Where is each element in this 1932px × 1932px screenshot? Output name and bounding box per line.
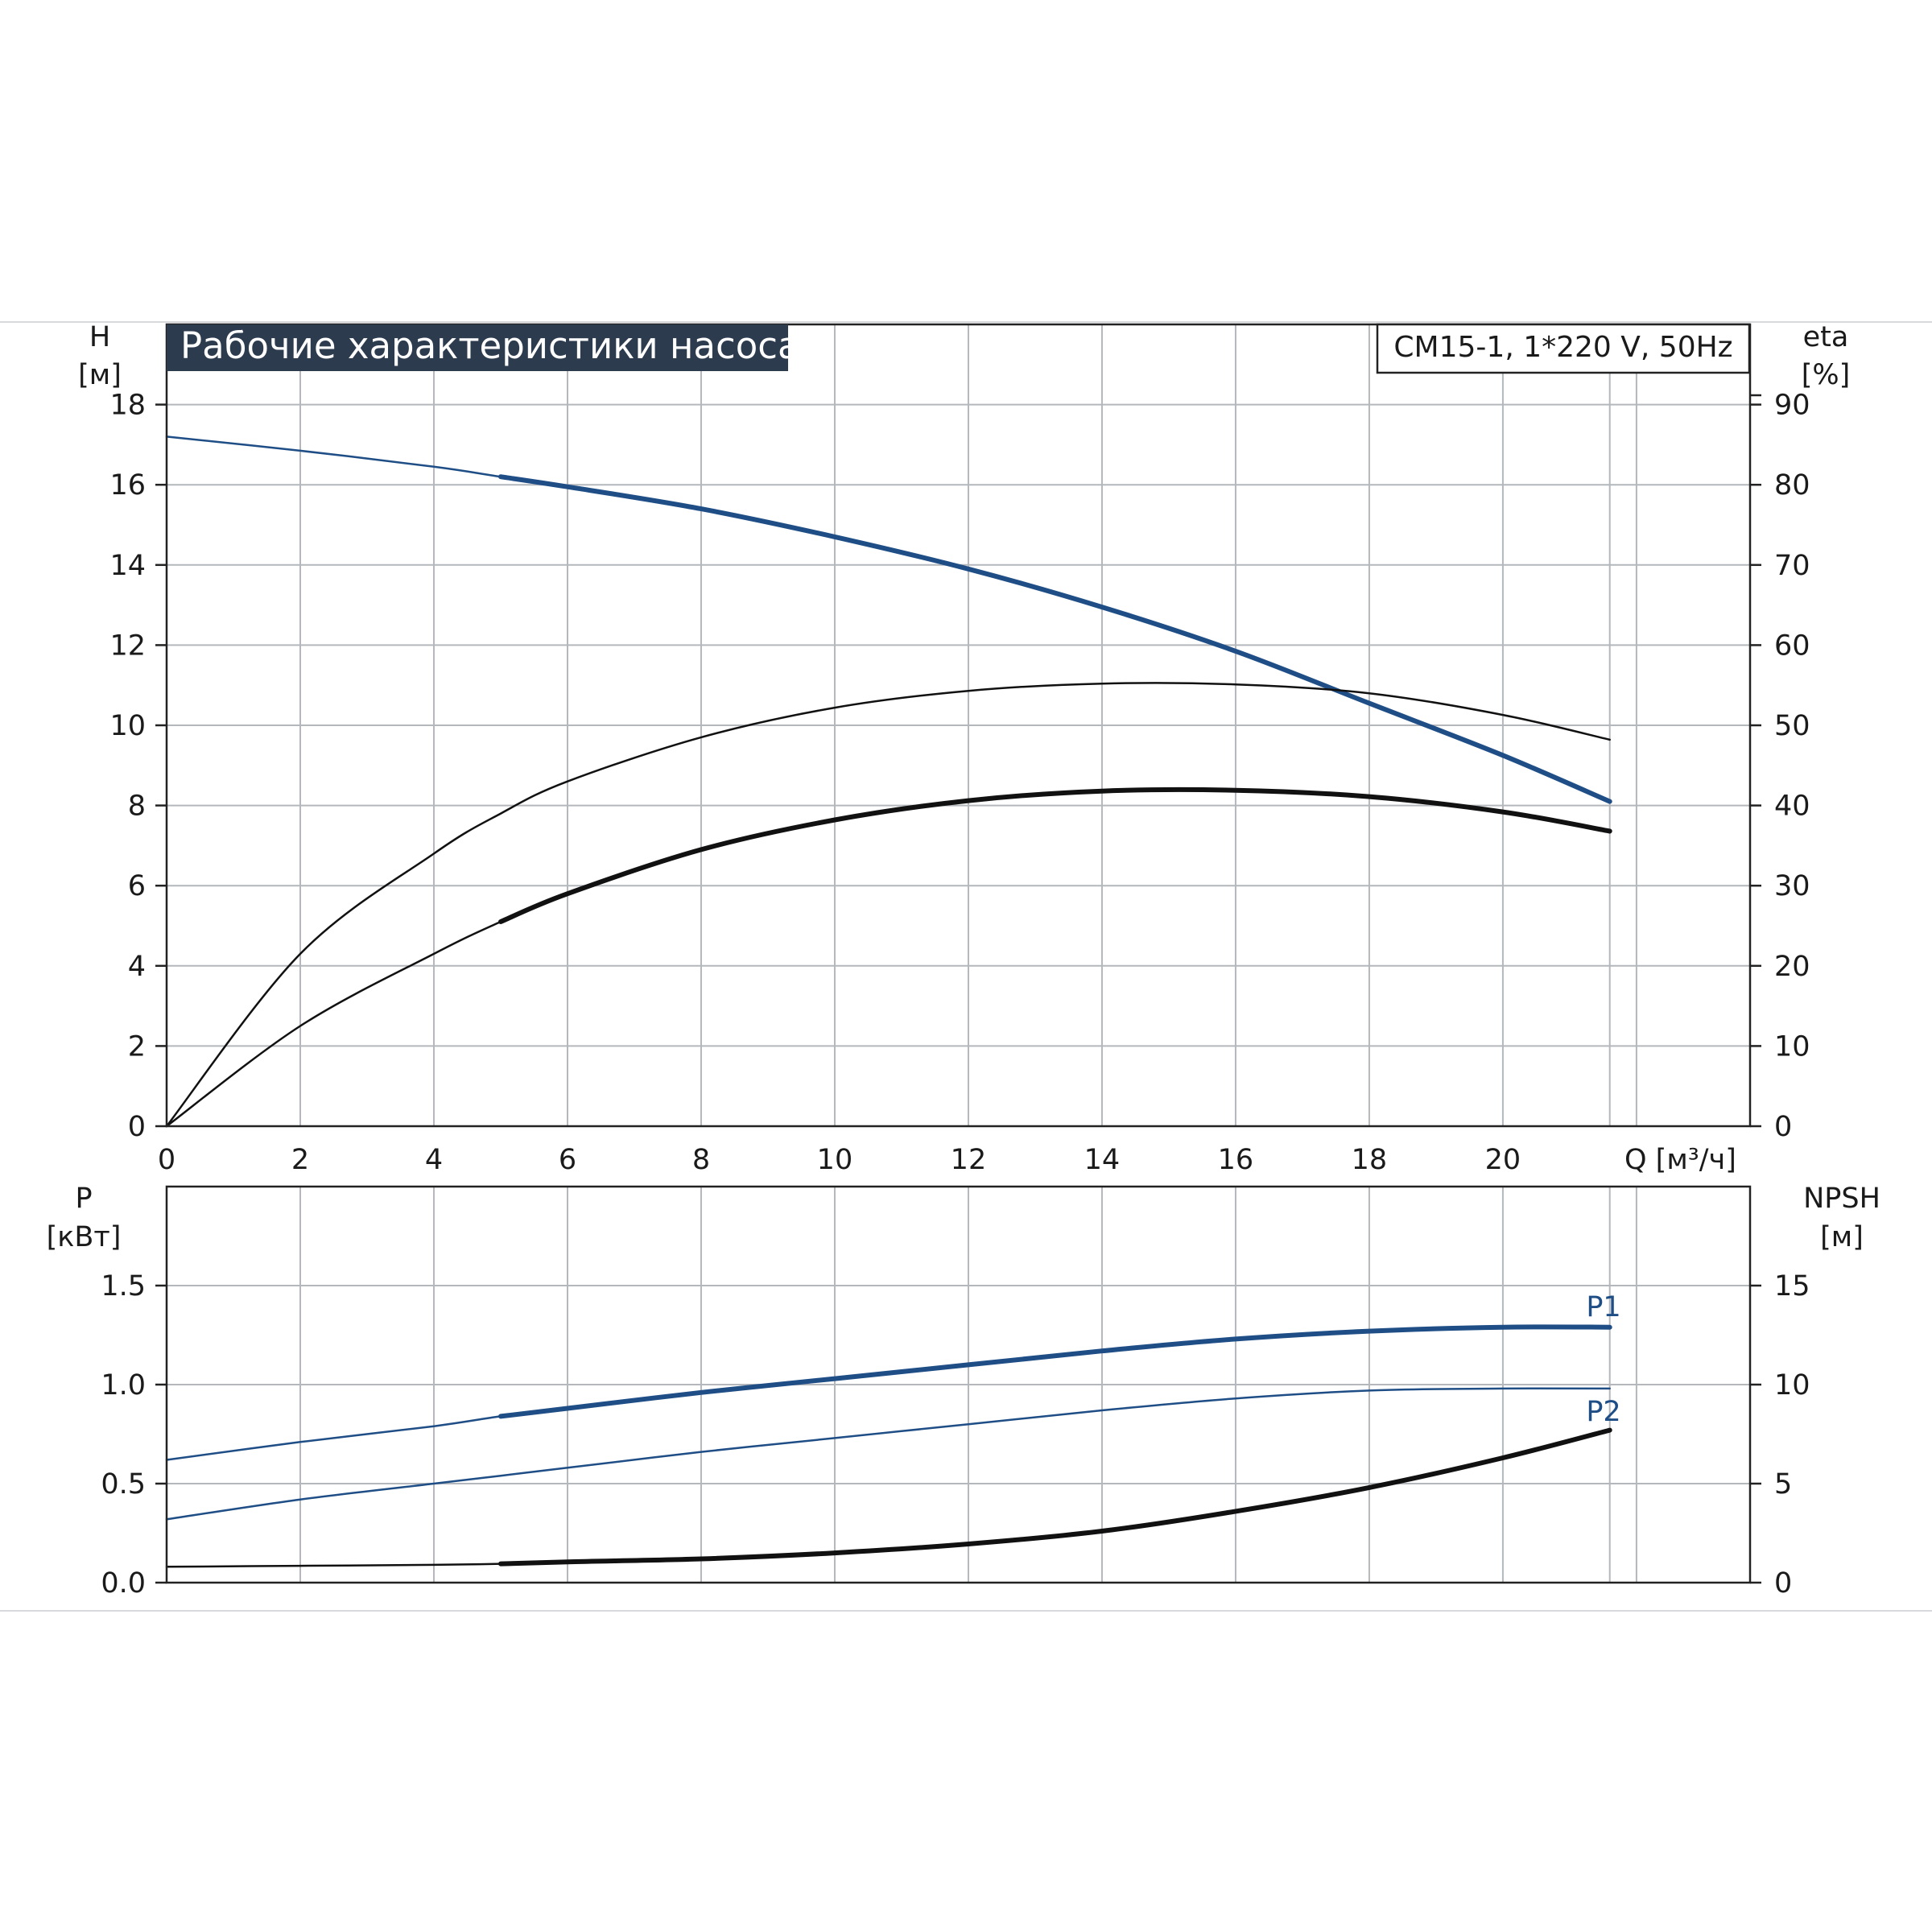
x-tick-label: 6 bbox=[559, 1144, 576, 1176]
power-axis-label: P bbox=[75, 1183, 92, 1215]
upper-grid bbox=[167, 324, 1750, 1126]
left-tick-label: 12 bbox=[109, 630, 146, 662]
left-tick-label: 1.0 bbox=[101, 1369, 146, 1402]
series-eta_total-line bbox=[165, 788, 1611, 1128]
eta-axis-unit: [%] bbox=[1802, 359, 1851, 391]
left-tick-label: 8 bbox=[128, 791, 146, 823]
x-tick-label: 8 bbox=[692, 1144, 710, 1176]
right-tick-label: 60 bbox=[1774, 630, 1810, 662]
left-tick-label: 4 bbox=[128, 951, 146, 983]
series-npsh-line bbox=[165, 1429, 1611, 1568]
series-npsh-operating-range bbox=[498, 1427, 1612, 1567]
series-h-operating-range bbox=[498, 474, 1612, 804]
model-label: CM15-1, 1*220 V, 50Hz bbox=[1393, 331, 1732, 364]
eta-axis-label: eta bbox=[1803, 321, 1849, 353]
npsh-axis-unit: [м] bbox=[1820, 1221, 1864, 1253]
chart-title: Рабочие характеристики насоса bbox=[180, 324, 800, 367]
left-tick-label: 18 bbox=[109, 390, 146, 422]
series-eta-line bbox=[165, 682, 1611, 1128]
flow-axis-label: Q [м³/ч] bbox=[1624, 1144, 1736, 1176]
head-axis-unit: [м] bbox=[78, 359, 122, 391]
model-box bbox=[1376, 323, 1751, 374]
x-tick-label: 18 bbox=[1352, 1144, 1388, 1176]
left-tick-label: 16 bbox=[109, 469, 146, 502]
head-axis-label: H bbox=[89, 321, 110, 353]
right-tick-label: 90 bbox=[1774, 390, 1810, 422]
series-p1-line bbox=[165, 1326, 1611, 1461]
title-box bbox=[167, 324, 788, 371]
left-tick-label: 2 bbox=[128, 1030, 146, 1063]
p2-curve-label: P2 bbox=[1586, 1396, 1620, 1428]
x-tick-label: 16 bbox=[1218, 1144, 1254, 1176]
left-tick-label: 1.5 bbox=[101, 1270, 146, 1302]
left-tick-label: 6 bbox=[128, 870, 146, 902]
x-tick-label: 10 bbox=[817, 1144, 853, 1176]
power-axis-unit: [кВт] bbox=[47, 1221, 122, 1253]
right-tick-label: 0 bbox=[1774, 1111, 1792, 1143]
right-tick-label: 50 bbox=[1774, 710, 1810, 742]
left-tick-label: 0.5 bbox=[101, 1468, 146, 1501]
x-tick-label: 12 bbox=[951, 1144, 987, 1176]
x-tick-label: 2 bbox=[291, 1144, 309, 1176]
p1-curve-label: P1 bbox=[1586, 1291, 1620, 1323]
x-tick-label: 0 bbox=[158, 1144, 175, 1176]
npsh-axis-label: NPSH bbox=[1803, 1183, 1880, 1215]
series-eta_total-operating-range bbox=[498, 786, 1612, 924]
series-p2-line bbox=[165, 1387, 1611, 1521]
left-tick-label: 10 bbox=[109, 710, 146, 742]
right-tick-label: 10 bbox=[1774, 1369, 1810, 1402]
series-h-line bbox=[165, 436, 1611, 803]
right-tick-label: 10 bbox=[1774, 1030, 1810, 1063]
right-tick-label: 20 bbox=[1774, 951, 1810, 983]
upper-curves bbox=[165, 436, 1612, 1128]
right-tick-label: 30 bbox=[1774, 870, 1810, 902]
right-tick-label: 15 bbox=[1774, 1270, 1810, 1302]
left-tick-label: 0.0 bbox=[101, 1567, 146, 1600]
right-tick-label: 5 bbox=[1774, 1468, 1792, 1501]
x-tick-label: 14 bbox=[1084, 1144, 1121, 1176]
lower-tick-labels: 0.0 0.5 1.0 1.5 0 5 10 15 bbox=[101, 1270, 1810, 1600]
right-tick-label: 40 bbox=[1774, 791, 1810, 823]
right-tick-label: 70 bbox=[1774, 550, 1810, 582]
left-tick-label: 0 bbox=[128, 1111, 146, 1143]
lower-grid bbox=[167, 1186, 1750, 1583]
left-tick-label: 14 bbox=[109, 550, 146, 582]
x-tick-label: 20 bbox=[1485, 1144, 1521, 1176]
upper-tick-labels: 0 2 4 6 8 10 12 14 16 18 0 10 20 30 40 50 60 70 80 90 0 2 4 6 8 1… bbox=[109, 390, 1810, 1176]
x-tick-label: 4 bbox=[425, 1144, 443, 1176]
right-tick-label: 0 bbox=[1774, 1567, 1792, 1600]
right-tick-label: 80 bbox=[1774, 469, 1810, 502]
lower-curves bbox=[165, 1324, 1612, 1568]
series-p1-operating-range bbox=[498, 1324, 1612, 1419]
